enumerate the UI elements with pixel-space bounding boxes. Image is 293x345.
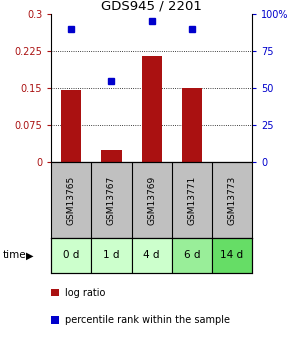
- Text: 0 d: 0 d: [63, 250, 79, 260]
- Text: percentile rank within the sample: percentile rank within the sample: [65, 315, 230, 325]
- Text: GSM13771: GSM13771: [187, 176, 196, 225]
- Text: 4 d: 4 d: [143, 250, 160, 260]
- Text: GSM13767: GSM13767: [107, 176, 116, 225]
- Bar: [91, 238, 132, 273]
- Text: ▶: ▶: [26, 250, 34, 260]
- Text: GSM13765: GSM13765: [67, 176, 76, 225]
- Text: time: time: [3, 250, 27, 260]
- Text: 14 d: 14 d: [220, 250, 243, 260]
- Bar: [51, 238, 91, 273]
- Title: GDS945 / 2201: GDS945 / 2201: [101, 0, 202, 13]
- Text: GSM13769: GSM13769: [147, 176, 156, 225]
- Bar: [182, 88, 202, 162]
- Bar: [142, 56, 162, 162]
- Bar: [172, 238, 212, 273]
- Bar: [212, 238, 252, 273]
- Bar: [132, 238, 172, 273]
- Text: 1 d: 1 d: [103, 250, 120, 260]
- Text: 6 d: 6 d: [183, 250, 200, 260]
- Bar: [101, 150, 122, 162]
- Text: GSM13773: GSM13773: [227, 176, 236, 225]
- Text: log ratio: log ratio: [65, 288, 105, 297]
- Bar: [61, 90, 81, 162]
